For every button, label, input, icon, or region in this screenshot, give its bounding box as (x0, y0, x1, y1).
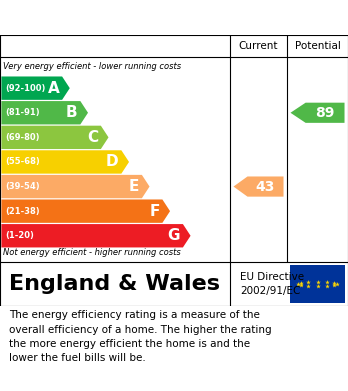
Polygon shape (1, 77, 70, 100)
Polygon shape (1, 101, 88, 124)
Text: A: A (48, 81, 59, 96)
Text: (81-91): (81-91) (6, 108, 40, 117)
Text: Energy Efficiency Rating: Energy Efficiency Rating (9, 9, 238, 27)
Text: The energy efficiency rating is a measure of the
overall efficiency of a home. T: The energy efficiency rating is a measur… (9, 310, 271, 364)
Text: F: F (149, 204, 160, 219)
Text: 43: 43 (256, 179, 275, 194)
Text: 89: 89 (315, 106, 335, 120)
Text: (39-54): (39-54) (6, 182, 40, 191)
Polygon shape (1, 126, 109, 149)
Text: Current: Current (239, 41, 278, 51)
Polygon shape (234, 176, 284, 197)
Text: E: E (129, 179, 139, 194)
Polygon shape (291, 103, 345, 123)
Text: EU Directive
2002/91/EC: EU Directive 2002/91/EC (240, 273, 304, 296)
Polygon shape (1, 199, 170, 223)
Polygon shape (1, 224, 191, 248)
Text: Potential: Potential (294, 41, 340, 51)
Polygon shape (1, 175, 150, 198)
Text: (92-100): (92-100) (6, 84, 46, 93)
Text: (55-68): (55-68) (6, 158, 40, 167)
Text: C: C (87, 130, 98, 145)
Bar (291, 265, 345, 303)
Text: Not energy efficient - higher running costs: Not energy efficient - higher running co… (3, 248, 181, 257)
Text: (21-38): (21-38) (6, 207, 40, 216)
Text: B: B (66, 105, 78, 120)
Text: England & Wales: England & Wales (9, 274, 220, 294)
Polygon shape (1, 150, 129, 174)
Text: Very energy efficient - lower running costs: Very energy efficient - lower running co… (3, 62, 182, 71)
Text: (1-20): (1-20) (6, 231, 34, 240)
Text: D: D (106, 154, 119, 169)
Text: (69-80): (69-80) (6, 133, 40, 142)
Text: G: G (168, 228, 180, 243)
